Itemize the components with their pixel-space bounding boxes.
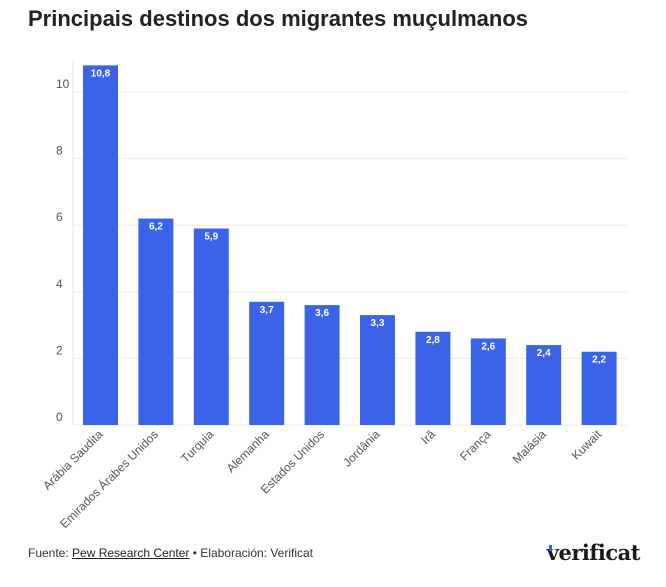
data-label: 2,6 xyxy=(481,341,495,352)
bar xyxy=(360,315,395,425)
y-tick-label: 6 xyxy=(56,210,63,224)
y-tick-label: 10 xyxy=(56,77,70,91)
data-label: 3,7 xyxy=(260,305,274,316)
x-tick-label: Malásia xyxy=(510,427,549,466)
verificat-logo: verificat xyxy=(546,540,641,565)
source-link[interactable]: Pew Research Center xyxy=(72,546,190,560)
y-tick-label: 8 xyxy=(56,144,63,158)
source-prefix: Fuente: xyxy=(28,546,73,560)
chart-title: Principais destinos dos migrantes muçulm… xyxy=(28,6,529,31)
data-label: 3,3 xyxy=(371,318,385,329)
bar xyxy=(415,331,451,425)
bar xyxy=(83,65,118,426)
credit: • Elaboración: Verificat xyxy=(189,546,314,560)
y-tick-label: 2 xyxy=(56,343,63,357)
data-label: 6,2 xyxy=(149,222,163,233)
bar xyxy=(581,351,617,425)
data-label: 3,6 xyxy=(315,308,329,319)
x-tick-label: Kuwait xyxy=(569,427,605,463)
x-tick-label: Jordânia xyxy=(340,427,383,470)
data-label: 2,4 xyxy=(537,348,551,359)
data-label: 5,9 xyxy=(204,232,218,243)
bar xyxy=(193,228,229,425)
x-tick-label: Alemanha xyxy=(224,427,272,475)
data-label: 10,8 xyxy=(91,68,111,79)
data-label: 2,2 xyxy=(592,355,606,366)
y-tick-label: 4 xyxy=(56,277,63,291)
bar xyxy=(138,218,174,425)
x-tick-label: Turquia xyxy=(178,427,217,466)
data-label: 2,8 xyxy=(426,335,440,346)
y-tick-label: 0 xyxy=(56,410,63,424)
bar xyxy=(249,301,285,425)
x-tick-label: França xyxy=(457,427,494,464)
footer: Fuente: Pew Research Center • Elaboració… xyxy=(28,546,313,560)
x-tick-label: Emirados Árabes Unidos xyxy=(57,427,161,531)
bar xyxy=(470,338,506,425)
bar xyxy=(304,305,340,425)
bar xyxy=(526,345,562,425)
x-tick-label: Irã xyxy=(418,427,438,447)
